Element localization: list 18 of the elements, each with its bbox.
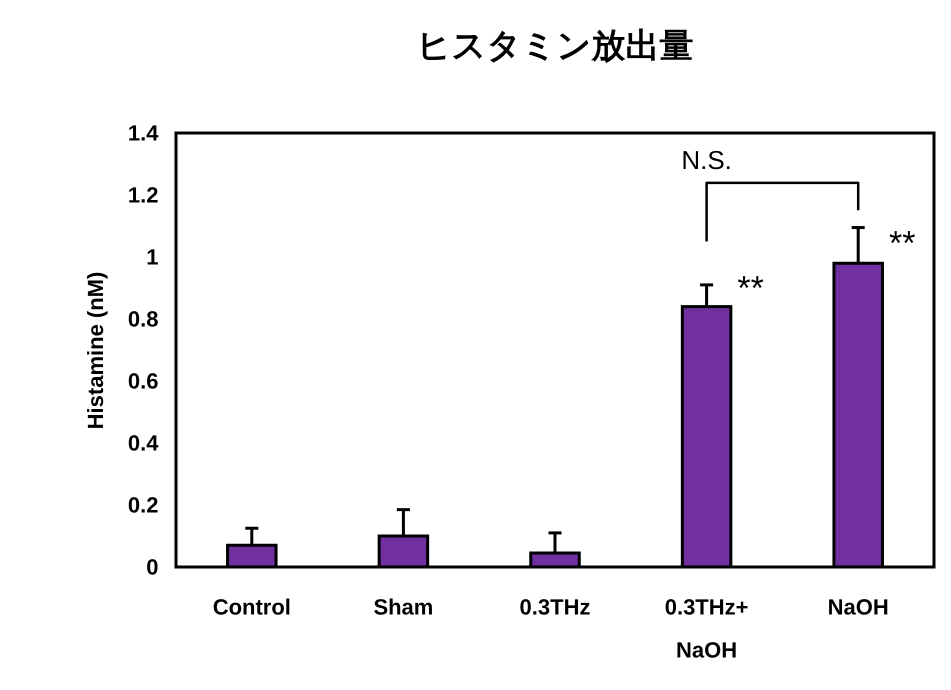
y-tick-label: 0.8 [128, 306, 158, 332]
x-tick-label: Sham [373, 594, 434, 620]
y-tick-label: 1 [146, 244, 158, 270]
x-tick-label: 0.3THz [520, 594, 590, 620]
y-tick-label: 0 [146, 554, 158, 580]
y-axis-title: Histamine (nM) [82, 272, 108, 430]
y-tick-label: 0.2 [128, 492, 158, 518]
annotation: N.S. [681, 145, 732, 176]
y-tick-label: 1.4 [128, 120, 160, 146]
x-tick-label: Control [212, 594, 291, 620]
chart-title: ヒスタミン放出量 [416, 27, 694, 65]
y-tick-label: 0.4 [128, 430, 160, 456]
annotation: ** [888, 224, 916, 263]
y-tick-label: 0.6 [128, 368, 158, 394]
x-tick-label: 0.3THz+ NaOH [664, 594, 748, 662]
annotation: ** [737, 270, 764, 308]
x-tick-label: NaOH [828, 594, 889, 620]
y-tick-label: 1.2 [128, 182, 158, 208]
